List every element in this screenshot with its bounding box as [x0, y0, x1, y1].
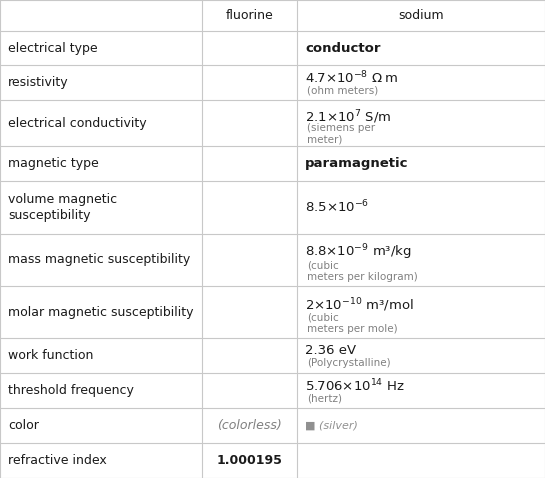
Text: (cubic
meters per kilogram): (cubic meters per kilogram) — [307, 261, 418, 282]
Text: work function: work function — [8, 349, 93, 362]
Text: (cubic
meters per mole): (cubic meters per mole) — [307, 313, 398, 335]
Text: volume magnetic
susceptibility: volume magnetic susceptibility — [8, 193, 117, 222]
Text: (ohm meters): (ohm meters) — [307, 86, 378, 96]
Text: electrical conductivity: electrical conductivity — [8, 117, 147, 130]
Text: 2.36 eV: 2.36 eV — [305, 344, 356, 358]
Text: mass magnetic susceptibility: mass magnetic susceptibility — [8, 253, 190, 266]
Text: magnetic type: magnetic type — [8, 157, 99, 170]
Text: sodium: sodium — [398, 9, 444, 22]
Text: resistivity: resistivity — [8, 76, 69, 89]
Text: electrical type: electrical type — [8, 42, 98, 54]
Text: threshold frequency: threshold frequency — [8, 384, 134, 397]
Text: paramagnetic: paramagnetic — [305, 157, 409, 170]
Text: (colorless): (colorless) — [217, 419, 282, 432]
Text: fluorine: fluorine — [226, 9, 273, 22]
Text: (Polycrystalline): (Polycrystalline) — [307, 358, 391, 369]
Text: $4.7{\times}10^{-8}$ Ω m: $4.7{\times}10^{-8}$ Ω m — [305, 70, 398, 87]
Text: $8.8{\times}10^{-9}$ m³/kg: $8.8{\times}10^{-9}$ m³/kg — [305, 243, 411, 262]
Text: $8.5{\times}10^{-6}$: $8.5{\times}10^{-6}$ — [305, 199, 369, 216]
Text: conductor: conductor — [305, 42, 380, 54]
Text: (siemens per
me​ter): (siemens per me​ter) — [307, 122, 375, 144]
Text: $2.1{\times}10^{7}$ S/m: $2.1{\times}10^{7}$ S/m — [305, 108, 391, 126]
Text: refractive index: refractive index — [8, 454, 107, 467]
Text: (hertz): (hertz) — [307, 393, 342, 403]
Text: $5.706{\times}10^{14}$ Hz: $5.706{\times}10^{14}$ Hz — [305, 378, 405, 394]
Text: $2{\times}10^{-10}$ m³/mol: $2{\times}10^{-10}$ m³/mol — [305, 296, 414, 314]
Text: color: color — [8, 419, 39, 432]
Text: ■ (silver): ■ (silver) — [305, 421, 358, 431]
Text: molar magnetic susceptibility: molar magnetic susceptibility — [8, 305, 193, 319]
Text: 1.000195: 1.000195 — [216, 454, 282, 467]
